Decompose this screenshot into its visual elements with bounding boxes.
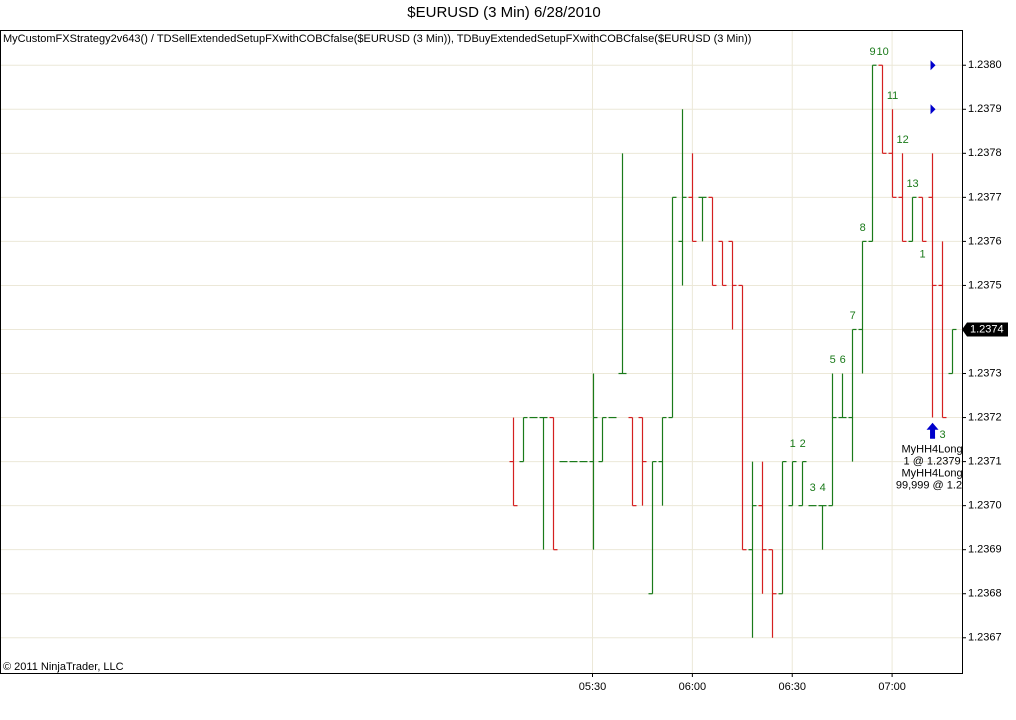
y-tick-label: 1.2367 (968, 632, 1002, 644)
trade-label: MyHH4Long (901, 444, 962, 456)
y-tick-label: 1.2368 (968, 588, 1002, 600)
ohlc-bar (818, 505, 827, 550)
ohlc-bar (628, 416, 637, 507)
setup-count: 8 (860, 222, 866, 234)
ohlc-bar (758, 461, 767, 594)
ohlc-bar (509, 417, 518, 507)
ohlc-bar (868, 64, 877, 242)
ohlc-bar (539, 416, 548, 550)
ohlc-bar (618, 153, 627, 375)
chart-title: $EURUSD (3 Min) 6/28/2010 (407, 4, 600, 21)
y-tick-label: 1.2377 (968, 191, 1002, 203)
y-tick-label: 1.2370 (968, 500, 1002, 512)
ohlc-bar (698, 196, 707, 242)
ohlc-bar (668, 196, 677, 419)
last-price-label: 1.2374 (970, 323, 1004, 335)
ohlc-bar (948, 328, 957, 375)
ohlc-bar (658, 416, 667, 506)
ohlc-bar (598, 416, 607, 463)
ohlc-bar (748, 461, 757, 638)
entry-arrow (926, 422, 939, 439)
y-tick-label: 1.2375 (968, 279, 1002, 291)
setup-count: 3 (939, 429, 945, 441)
setup-count: 2 (800, 438, 806, 450)
signal-triangle (930, 60, 936, 71)
y-tick-label: 1.2380 (968, 59, 1002, 71)
last-price-box (962, 322, 1008, 337)
ohlc-bar (828, 373, 837, 507)
y-tick-label: 1.2379 (968, 103, 1002, 115)
ohlc-bar (928, 153, 937, 418)
ohlc-bar (738, 284, 747, 551)
ohlc-bar (688, 153, 697, 242)
ohlc-bar (678, 109, 687, 286)
setup-count: 10 (876, 46, 888, 58)
ohlc-bar (728, 240, 737, 330)
ohlc-bar (778, 461, 787, 595)
ohlc-bar (768, 549, 777, 638)
x-tick-label: 05:30 (579, 681, 607, 693)
setup-count: 9 (870, 46, 876, 58)
setup-count: 7 (850, 310, 856, 322)
strategy-label: MyCustomFXStrategy2v643() / TDSellExtend… (3, 33, 751, 45)
signal-triangle (930, 104, 936, 115)
ohlc-bar (888, 109, 897, 198)
y-tick-label: 1.2371 (968, 456, 1002, 468)
setup-count: 13 (906, 178, 918, 190)
setup-count: 4 (820, 482, 826, 494)
copyright: © 2011 NinjaTrader, LLC (3, 661, 124, 673)
ohlc-bar (938, 241, 947, 419)
setup-count: 1 (790, 438, 796, 450)
y-tick-label: 1.2372 (968, 411, 1002, 423)
setup-count: 1 (919, 249, 925, 261)
y-tick-label: 1.2376 (968, 235, 1002, 247)
x-tick-label: 06:30 (778, 681, 806, 693)
ohlc-bar (549, 416, 558, 551)
ohlc-bar (918, 196, 927, 242)
ohlc-bar (638, 416, 647, 506)
ohlc-bar (848, 328, 857, 462)
ohlc-bar (648, 461, 657, 595)
ohlc-bar (898, 153, 907, 242)
ohlc-bar (708, 196, 717, 287)
ohlc-bar (878, 64, 887, 154)
axes: 1.2367 1.2368 1.2369 1.2370 1.2371 1.2372 1.23… (579, 59, 1008, 693)
setup-count: 11 (887, 90, 898, 102)
setup-count: 3 (810, 482, 816, 494)
setup-count: 12 (896, 134, 908, 146)
plot-border (0, 30, 963, 674)
ohlc-bar (589, 373, 598, 550)
y-tick-label: 1.2378 (968, 147, 1002, 159)
plot-area: 91011121387561234123MyHH4Long1 @ 1.2379M… (509, 46, 968, 638)
x-tick-label: 06:00 (679, 681, 707, 693)
setup-count: 6 (840, 354, 846, 366)
grid (0, 30, 962, 673)
trade-label: 99,999 @ 1.23 (896, 480, 968, 492)
y-tick-label: 1.2373 (968, 367, 1002, 379)
trade-label: MyHH4Long (901, 468, 962, 480)
trade-label: 1 @ 1.2379 (904, 456, 961, 468)
y-tick-label: 1.2369 (968, 544, 1002, 556)
x-tick-label: 07:00 (878, 681, 906, 693)
ohlc-bar (858, 240, 867, 374)
ohlc-bar (788, 461, 797, 507)
ohlc-bar (519, 416, 528, 463)
ohlc-bar (718, 240, 727, 287)
ohlc-bar (838, 373, 847, 419)
ohlc-bar (908, 196, 917, 242)
ohlc-bar (798, 461, 807, 507)
setup-count: 5 (830, 354, 836, 366)
